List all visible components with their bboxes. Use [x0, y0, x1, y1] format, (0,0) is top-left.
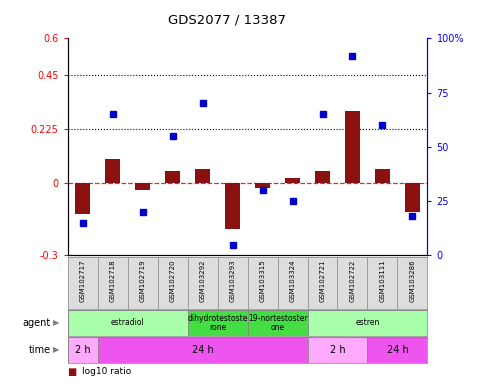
Text: GSM102717: GSM102717 [80, 259, 85, 302]
Bar [68, 310, 187, 336]
Text: GSM102722: GSM102722 [350, 260, 355, 302]
Bar [368, 337, 427, 363]
Text: GSM102719: GSM102719 [140, 259, 145, 302]
Text: estradiol: estradiol [111, 318, 144, 328]
Text: GSM103324: GSM103324 [289, 259, 296, 302]
Text: GSM102720: GSM102720 [170, 259, 176, 302]
Text: GSM103292: GSM103292 [199, 259, 206, 302]
Text: dihydrotestoste
rone: dihydrotestoste rone [187, 314, 248, 332]
Bar [285, 178, 300, 183]
Text: GSM102718: GSM102718 [110, 259, 115, 302]
Text: log10 ratio: log10 ratio [82, 367, 131, 376]
Bar [195, 169, 210, 183]
Text: 19-nortestoster
one: 19-nortestoster one [248, 314, 307, 332]
Bar [345, 111, 360, 183]
Text: ▶: ▶ [53, 318, 59, 328]
Text: GSM102721: GSM102721 [319, 259, 326, 302]
Bar [375, 169, 390, 183]
Text: ▶: ▶ [53, 345, 59, 354]
Bar [225, 183, 240, 229]
Text: ■: ■ [68, 367, 77, 377]
Text: 24 h: 24 h [386, 345, 408, 355]
Text: GSM103111: GSM103111 [380, 259, 385, 302]
Bar [315, 171, 330, 183]
Text: 24 h: 24 h [192, 345, 213, 355]
Text: estren: estren [355, 318, 380, 328]
Text: 2 h: 2 h [75, 345, 90, 355]
Bar [165, 171, 180, 183]
Bar [98, 337, 308, 363]
Bar [105, 159, 120, 183]
Bar [68, 337, 98, 363]
Text: GSM103315: GSM103315 [259, 259, 266, 302]
Bar [135, 183, 150, 190]
Bar [255, 183, 270, 188]
Text: GSM103286: GSM103286 [410, 259, 415, 302]
Bar [405, 183, 420, 212]
Bar [75, 183, 90, 214]
Text: GSM103293: GSM103293 [229, 259, 236, 302]
Bar [248, 310, 308, 336]
Bar [308, 310, 427, 336]
Text: GDS2077 / 13387: GDS2077 / 13387 [168, 13, 286, 26]
Text: agent: agent [23, 318, 51, 328]
Text: time: time [28, 345, 51, 355]
Bar [308, 337, 368, 363]
Text: 2 h: 2 h [330, 345, 345, 355]
Bar [187, 310, 248, 336]
